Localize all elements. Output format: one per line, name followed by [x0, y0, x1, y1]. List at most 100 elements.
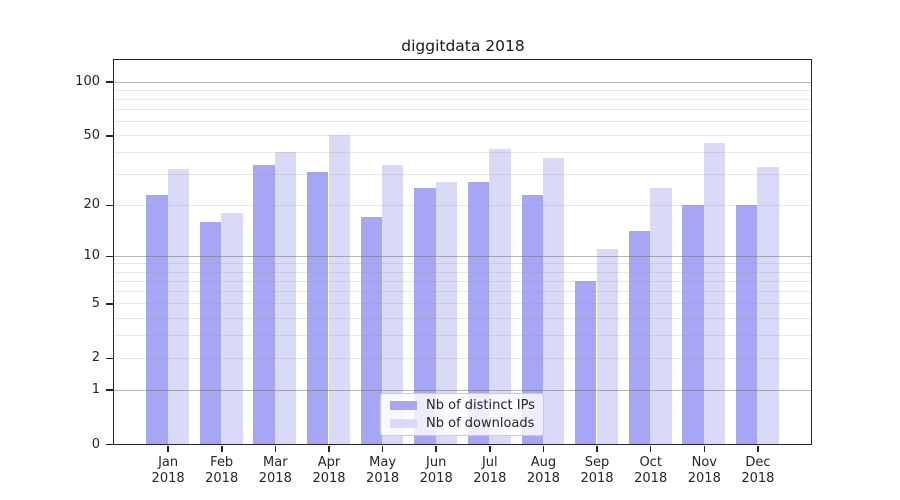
x-tick-label: Nov 2018 — [672, 455, 736, 487]
x-tick-label: Sep 2018 — [565, 455, 629, 487]
x-tick-label-month: Feb — [210, 454, 234, 470]
y-tick-label: 1 — [91, 382, 100, 398]
y-tick-label: 0 — [91, 436, 100, 452]
bar-downloads-apr — [328, 135, 350, 444]
x-tick-label-month: Oct — [639, 454, 662, 470]
minor-gridline — [114, 135, 811, 137]
x-tick — [649, 446, 652, 452]
legend-item-distinct-ips: Nb of distinct IPs — [390, 398, 537, 413]
x-tick-label-month: Dec — [745, 454, 771, 470]
major-gridline — [114, 81, 811, 83]
x-tick-label: Jul 2018 — [458, 455, 522, 487]
x-tick-label-year: 2018 — [366, 470, 400, 486]
bar-ips-jun — [414, 188, 436, 444]
x-tick-label-year: 2018 — [205, 470, 239, 486]
x-tick — [221, 446, 223, 452]
bar-ips-feb — [199, 221, 222, 444]
legend-swatch-distinct-ips — [390, 401, 417, 410]
bar-ips-sep — [575, 280, 597, 444]
y-tick — [106, 357, 113, 359]
y-tick-label: 20 — [83, 197, 100, 213]
bar-downloads-mar — [274, 152, 297, 444]
x-tick-label-year: 2018 — [634, 470, 668, 486]
x-tick-label-year: 2018 — [473, 470, 507, 486]
minor-gridline — [114, 98, 811, 100]
x-tick-label: Oct 2018 — [619, 455, 683, 487]
x-tick — [757, 446, 759, 452]
y-tick — [106, 204, 113, 207]
legend-label-distinct-ips: Nb of distinct IPs — [426, 398, 535, 413]
x-tick-label-year: 2018 — [526, 470, 560, 486]
bar-ips-jan — [146, 194, 168, 444]
x-tick — [542, 446, 545, 452]
x-tick-label: Feb 2018 — [190, 455, 254, 487]
bar-downloads-aug — [542, 158, 565, 444]
axes-frame: Nb of distinct IPs Nb of downloads — [113, 59, 812, 445]
bar-downloads-jul — [489, 148, 511, 444]
x-tick-label-month: Aug — [530, 454, 557, 470]
bar-downloads-jan — [167, 169, 189, 444]
x-tick-label-month: Nov — [691, 454, 717, 470]
bar-ips-jul — [467, 182, 490, 444]
x-tick-label-year: 2018 — [741, 470, 775, 486]
y-tick-label: 2 — [91, 350, 100, 366]
y-tick — [106, 389, 113, 391]
x-tick-label: Jun 2018 — [404, 455, 468, 487]
bar-ips-oct — [628, 231, 651, 444]
y-tick-label: 10 — [83, 248, 100, 264]
x-tick-label-month: Jan — [158, 454, 179, 470]
x-tick-label: Mar 2018 — [243, 455, 307, 487]
x-tick-label: Dec 2018 — [726, 455, 790, 487]
bar-downloads-may — [382, 164, 404, 444]
x-tick-label-year: 2018 — [312, 470, 346, 486]
x-tick-label-month: Sep — [584, 454, 610, 470]
y-tick-label: 50 — [83, 127, 100, 143]
x-tick-label-year: 2018 — [687, 470, 721, 486]
x-tick-label-year: 2018 — [419, 470, 453, 486]
minor-gridline — [114, 121, 811, 123]
bar-ips-aug — [521, 194, 543, 444]
x-tick-label: May 2018 — [351, 455, 415, 487]
x-tick — [489, 446, 491, 452]
bar-downloads-nov — [703, 143, 726, 444]
x-tick-label-year: 2018 — [151, 470, 185, 486]
x-tick — [274, 446, 277, 452]
x-tick-label-month: May — [369, 454, 397, 470]
minor-gridline — [114, 109, 811, 111]
y-tick — [106, 255, 113, 257]
bar-ips-mar — [253, 164, 275, 444]
y-tick — [106, 135, 113, 137]
bar-ips-dec — [735, 204, 758, 444]
bar-downloads-dec — [757, 167, 779, 444]
chart-title: diggitdata 2018 — [401, 37, 525, 55]
plot-area — [114, 60, 811, 444]
legend: Nb of distinct IPs Nb of downloads — [380, 393, 544, 436]
x-tick-label-month: Mar — [263, 454, 288, 470]
bar-downloads-jun — [435, 182, 458, 444]
bar-downloads-feb — [221, 212, 243, 444]
bar-downloads-sep — [596, 248, 618, 444]
x-tick — [328, 446, 330, 452]
x-tick-label-month: Jun — [426, 454, 447, 470]
bar-ips-may — [360, 217, 382, 444]
y-tick-label: 5 — [91, 295, 100, 311]
legend-swatch-downloads — [390, 419, 417, 428]
x-tick-label-year: 2018 — [580, 470, 614, 486]
x-tick-label: Jan 2018 — [136, 455, 200, 487]
bar-downloads-oct — [650, 188, 672, 444]
bar-ips-apr — [307, 171, 329, 444]
x-tick — [167, 446, 169, 452]
legend-item-downloads: Nb of downloads — [390, 416, 537, 431]
x-tick — [381, 446, 384, 452]
x-tick-label-month: Apr — [317, 454, 341, 470]
minor-gridline — [114, 89, 811, 91]
bar-ips-nov — [682, 204, 704, 444]
x-tick — [435, 446, 437, 452]
x-tick-label-month: Jul — [481, 454, 498, 470]
y-tick — [106, 303, 113, 305]
x-tick-label: Aug 2018 — [511, 455, 575, 487]
y-tick — [106, 81, 113, 83]
x-tick-label-year: 2018 — [258, 470, 292, 486]
x-tick — [596, 446, 598, 452]
